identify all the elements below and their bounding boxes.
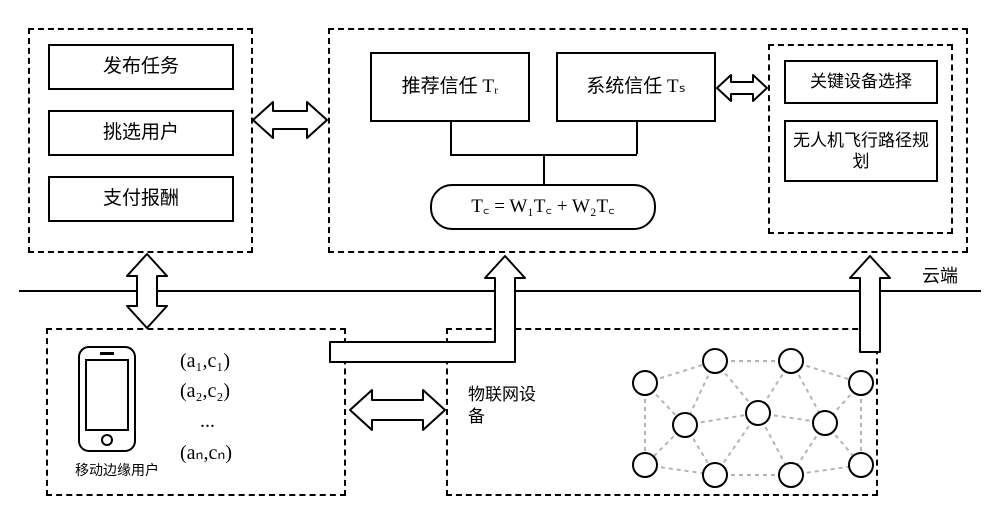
iot-node — [632, 370, 658, 396]
right-item-uav-label: 无人机飞行路径规划 — [792, 130, 930, 173]
right-item-uav: 无人机飞行路径规划 — [784, 120, 938, 182]
ts-label: 系统信任 Tₛ — [586, 75, 685, 99]
left-item-publish: 发布任务 — [48, 44, 234, 90]
tr-box: 推荐信任 Tᵣ — [370, 52, 530, 122]
tr-down — [450, 122, 452, 154]
cloud-divider — [19, 290, 981, 292]
iot-title: 物联网设备 — [468, 384, 538, 428]
ts-down — [636, 122, 638, 154]
iot-node — [702, 462, 728, 488]
left-item-pay: 支付报酬 — [48, 176, 234, 222]
left-item-publish-label: 发布任务 — [103, 55, 179, 79]
edge-pair-1: (a₁,c₁) — [180, 350, 230, 373]
iot-node — [848, 452, 874, 478]
cloud-label: 云端 — [922, 262, 958, 288]
formula-box: T꜀ = W₁T꜀ + W₂T꜀ — [430, 184, 656, 230]
left-item-pay-label: 支付报酬 — [103, 187, 179, 211]
join-down — [543, 154, 545, 184]
iot-node — [702, 348, 728, 374]
right-item-key-label: 关键设备选择 — [810, 71, 912, 92]
iot-node — [672, 412, 698, 438]
formula-label: T꜀ = W₁T꜀ + W₂T꜀ — [471, 195, 614, 219]
iot-node — [745, 400, 771, 426]
edge-pair-n: (aₙ,cₙ) — [180, 440, 232, 465]
edge-pair-dots: ... — [200, 410, 215, 433]
edge-user-title: 移动边缘用户 — [62, 460, 172, 480]
left-item-select: 挑选用户 — [48, 110, 234, 156]
iot-title-text: 物联网设备 — [468, 385, 536, 426]
edge-iot-bi — [350, 390, 445, 430]
iot-node — [778, 348, 804, 374]
phone-icon — [76, 344, 138, 454]
edge-pair-2: (a₂,c₂) — [180, 380, 230, 403]
iot-node — [848, 370, 874, 396]
right-item-key: 关键设备选择 — [784, 60, 938, 104]
tr-label: 推荐信任 Tᵣ — [402, 75, 499, 99]
ts-box: 系统信任 Tₛ — [556, 52, 716, 122]
iot-node — [778, 462, 804, 488]
left-trust-bi — [253, 102, 327, 138]
left-item-select-label: 挑选用户 — [103, 121, 179, 145]
iot-node — [812, 410, 838, 436]
iot-node — [632, 452, 658, 478]
